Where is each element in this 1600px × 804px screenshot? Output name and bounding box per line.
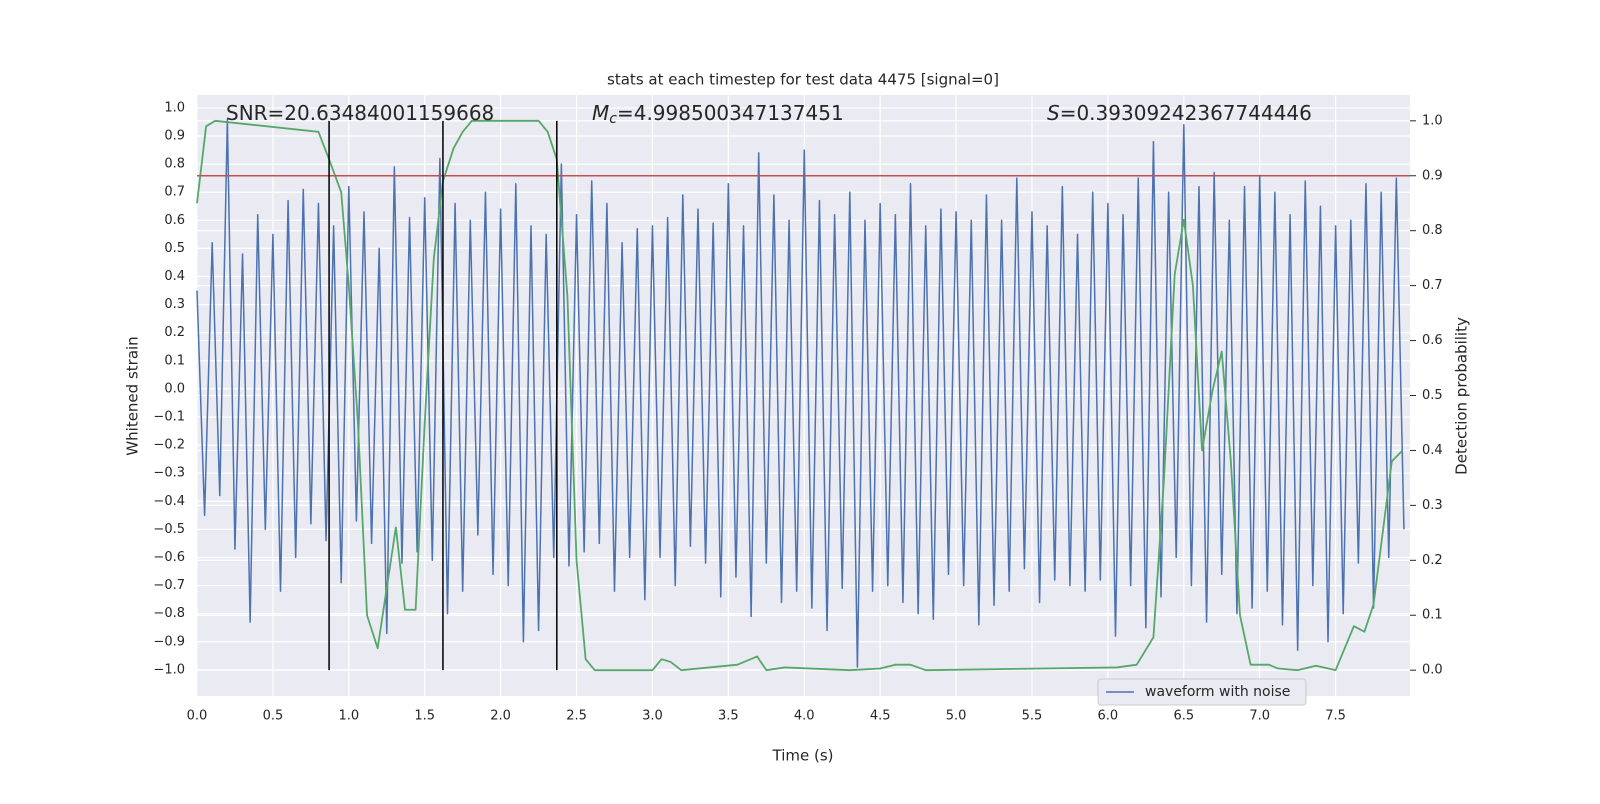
series-line xyxy=(196,119,1404,672)
x-tick-label: 4.5 xyxy=(870,709,891,724)
marks xyxy=(196,118,1410,672)
y2-axis-label: Detection probability xyxy=(1453,317,1471,475)
y-tick-label: 0.7 xyxy=(164,185,185,200)
x-tick-label: 1.0 xyxy=(338,709,359,724)
x-tick-label: 6.0 xyxy=(1098,709,1119,724)
x-tick-label: 1.5 xyxy=(414,709,435,724)
x-tick-label: 2.5 xyxy=(566,709,587,724)
y2-tick-label: 0.5 xyxy=(1422,388,1443,403)
y2-tick-label: 0.0 xyxy=(1422,663,1443,678)
x-tick-label: 7.5 xyxy=(1325,709,1346,724)
y-tick-label: −1.0 xyxy=(153,662,185,677)
y2-tick-label: 0.1 xyxy=(1422,608,1443,623)
y2-tick-label: 0.2 xyxy=(1422,553,1443,568)
y-tick-label: 0.9 xyxy=(164,129,185,144)
x-tick-label: 5.5 xyxy=(1022,709,1043,724)
y-tick-label: 0.5 xyxy=(164,241,185,256)
annotation-text: =4.998500347137451 xyxy=(617,101,844,125)
y-tick-label: 0.0 xyxy=(164,381,185,396)
annotation-symbol: S xyxy=(1047,101,1060,125)
series-line xyxy=(196,118,1405,668)
annotation: SNR=20.63484001159668 xyxy=(226,101,494,125)
annotation: Mc=4.998500347137451 xyxy=(592,101,844,128)
annotation-text: SNR=20.63484001159668 xyxy=(226,101,494,125)
y-tick-label: −0.5 xyxy=(153,522,185,537)
y-tick-label: 0.2 xyxy=(164,325,185,340)
x-tick-label: 0.5 xyxy=(263,709,284,724)
annotation: S=0.39309242367744446 xyxy=(1047,101,1312,125)
y-tick-label: −0.4 xyxy=(153,494,185,509)
annotation-subscript: c xyxy=(609,111,617,127)
y2-tick-label: 0.7 xyxy=(1422,278,1443,293)
x-tick-label: 0.0 xyxy=(187,709,208,724)
y2-tick-label: 0.9 xyxy=(1422,168,1443,183)
y2-tick-label: 0.4 xyxy=(1422,443,1443,458)
annotation-text: =0.39309242367744446 xyxy=(1060,101,1312,125)
x-tick-label: 4.0 xyxy=(794,709,815,724)
y-tick-label: −0.3 xyxy=(153,466,185,481)
y2-tick-label: 1.0 xyxy=(1422,113,1443,128)
y-tick-label: −0.6 xyxy=(153,550,185,565)
x-tick-label: 7.0 xyxy=(1249,709,1270,724)
y-axis-label: Whitened strain xyxy=(124,336,142,455)
chart-title: stats at each timestep for test data 447… xyxy=(607,71,999,89)
x-tick-label: 5.0 xyxy=(946,709,967,724)
y-tick-label: 0.4 xyxy=(164,269,185,284)
y-tick-label: 1.0 xyxy=(164,100,185,115)
x-axis-label: Time (s) xyxy=(772,747,834,765)
y2-tick-label: 0.3 xyxy=(1422,498,1443,513)
y-tick-label: 0.3 xyxy=(164,297,185,312)
annotation-symbol: M xyxy=(592,101,609,125)
y-tick-label: 0.8 xyxy=(164,157,185,172)
x-tick-label: 3.0 xyxy=(642,709,663,724)
legend-label: waveform with noise xyxy=(1145,684,1290,700)
y-tick-label: −0.2 xyxy=(153,438,185,453)
legend-box xyxy=(1097,678,1307,706)
y2-tick-label: 0.6 xyxy=(1422,333,1443,348)
x-tick-label: 3.5 xyxy=(718,709,739,724)
x-tick-label: 6.5 xyxy=(1173,709,1194,724)
y2-tick-label: 0.8 xyxy=(1422,223,1443,238)
y-tick-label: −0.9 xyxy=(153,634,185,649)
x-tick-label: 2.0 xyxy=(490,709,511,724)
y-tick-label: −0.8 xyxy=(153,606,185,621)
y-tick-label: −0.7 xyxy=(153,578,185,593)
y-tick-label: 0.6 xyxy=(164,213,185,228)
y-tick-label: 0.1 xyxy=(164,353,185,368)
y-tick-label: −0.1 xyxy=(153,409,185,424)
